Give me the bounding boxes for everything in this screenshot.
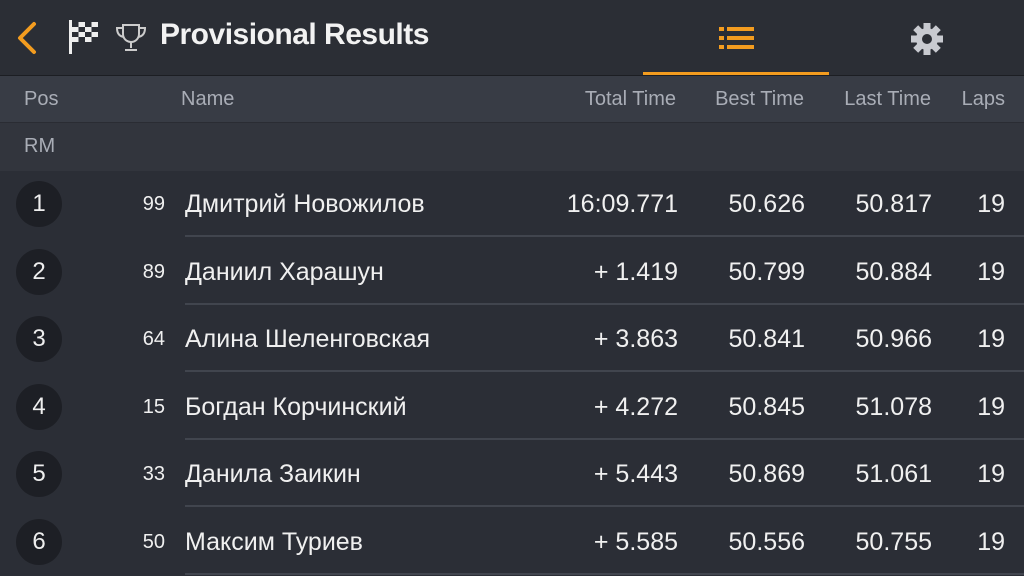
best-time: 50.841 bbox=[728, 325, 805, 353]
best-time: 50.626 bbox=[728, 190, 805, 218]
driver-name: Дмитрий Новожилов bbox=[185, 190, 425, 218]
list-tab[interactable] bbox=[643, 0, 829, 75]
laps: 19 bbox=[977, 190, 1005, 218]
total-time: 16:09.771 bbox=[566, 190, 678, 218]
laps: 19 bbox=[977, 392, 1005, 421]
column-header: Name bbox=[181, 88, 235, 110]
best-time: 50.799 bbox=[728, 257, 805, 286]
row-separator bbox=[185, 302, 1024, 305]
group-row: RM bbox=[0, 122, 1024, 171]
row-separator bbox=[185, 235, 1024, 237]
last-time: 50.966 bbox=[855, 325, 932, 353]
result-row[interactable]: 3 64 Алина Шеленговская + 3.863 50.841 50.966… bbox=[0, 305, 1024, 372]
result-row[interactable]: 5 33 Данила Заикин + 5.443 50.869 51.061 19 bbox=[0, 440, 1024, 507]
result-row[interactable]: 1 99 Дмитрий Новожилов 16:09.771 50.626 50.81… bbox=[0, 170, 1024, 237]
driver-name: Даниил Харашун bbox=[185, 257, 384, 286]
laps: 19 bbox=[977, 527, 1005, 556]
laps: 19 bbox=[977, 257, 1005, 286]
column-header: Best Time bbox=[715, 88, 804, 110]
car-number: 64 bbox=[142, 328, 165, 350]
driver-name: Алина Шеленговская bbox=[185, 325, 431, 353]
settings-tab[interactable] bbox=[908, 20, 946, 58]
car-number: 50 bbox=[142, 530, 165, 553]
driver-name: Богдан Корчинский bbox=[185, 392, 407, 421]
row-separator bbox=[185, 505, 1024, 507]
position-badge: 3 bbox=[16, 316, 62, 362]
result-row[interactable]: 4 15 Богдан Корчинский + 4.272 50.845 51.078 1… bbox=[0, 373, 1024, 440]
column-header-row: Pos Name Total Time Best Time Last Time Laps bbox=[0, 76, 1024, 122]
result-row[interactable]: 6 50 Максим Туриев + 5.585 50.556 50.755 19 bbox=[0, 508, 1024, 575]
last-time: 50.817 bbox=[855, 190, 932, 218]
flag-icon[interactable] bbox=[66, 18, 102, 56]
position-badge: 6 bbox=[16, 518, 62, 565]
best-time: 50.556 bbox=[728, 527, 805, 556]
row-separator bbox=[185, 437, 1024, 440]
last-time: 51.061 bbox=[855, 460, 932, 488]
total-time: + 1.419 bbox=[593, 257, 678, 286]
position-badge: 2 bbox=[16, 248, 62, 295]
car-number: 15 bbox=[142, 395, 165, 418]
column-header: Laps bbox=[961, 88, 1005, 110]
row-separator bbox=[185, 370, 1024, 372]
last-time: 51.078 bbox=[855, 392, 932, 421]
column-header: Pos bbox=[24, 88, 59, 110]
result-row[interactable]: 2 89 Даниил Харашун + 1.419 50.799 50.884 19 bbox=[0, 238, 1024, 305]
best-time: 50.869 bbox=[728, 460, 805, 488]
car-number: 89 bbox=[142, 260, 165, 283]
laps: 19 bbox=[977, 325, 1005, 353]
column-header: Total Time bbox=[584, 88, 676, 110]
back-button[interactable] bbox=[12, 20, 44, 56]
total-time: + 3.863 bbox=[593, 325, 678, 353]
position-badge: 4 bbox=[16, 383, 62, 430]
top-bar: Provisional Results bbox=[0, 0, 1024, 76]
row-separator bbox=[185, 572, 1024, 575]
laps: 19 bbox=[977, 460, 1005, 488]
total-time: + 5.585 bbox=[593, 527, 678, 556]
last-time: 50.884 bbox=[855, 257, 932, 286]
column-header: Last Time bbox=[844, 88, 931, 110]
total-time: + 5.443 bbox=[593, 460, 678, 488]
car-number: 33 bbox=[142, 463, 165, 485]
driver-name: Данила Заикин bbox=[185, 460, 361, 488]
driver-name: Максим Туриев bbox=[185, 527, 363, 556]
position-badge: 5 bbox=[16, 451, 62, 497]
last-time: 50.755 bbox=[855, 527, 932, 556]
trophy-icon[interactable] bbox=[114, 22, 148, 54]
group-label: RM bbox=[24, 135, 56, 157]
screen-title: Provisional Results bbox=[160, 18, 429, 51]
car-number: 99 bbox=[142, 193, 165, 215]
total-time: + 4.272 bbox=[593, 392, 678, 421]
best-time: 50.845 bbox=[728, 392, 805, 421]
position-badge: 1 bbox=[16, 181, 62, 227]
